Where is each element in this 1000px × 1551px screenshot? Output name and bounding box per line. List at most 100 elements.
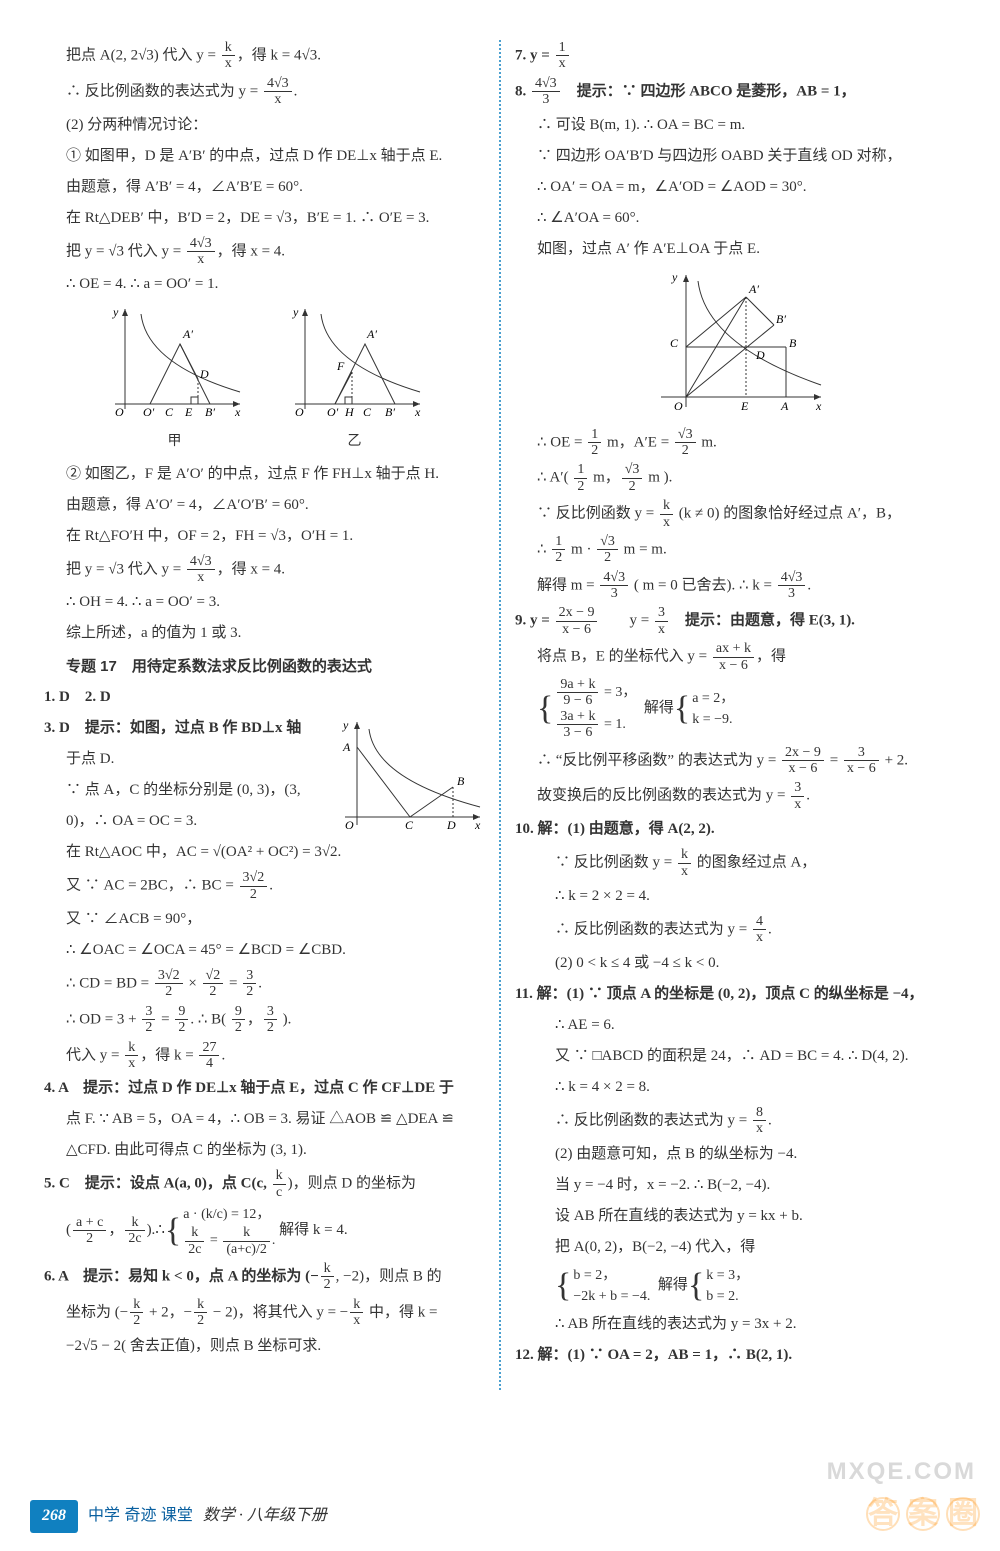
n: k: [130, 1297, 143, 1313]
text: (2) 0 < k ≤ 4 或 −4 ≤ k < 0.: [515, 950, 956, 977]
text: a = 2，: [692, 688, 734, 709]
text: 7. y =: [515, 47, 554, 63]
n: 3: [655, 605, 668, 621]
text: 综上所述，a 的值为 1 或 3.: [44, 620, 485, 647]
text: 提示：由题意，得 E(3, 1).: [670, 613, 855, 629]
text: m ·: [567, 541, 595, 557]
d: 2: [622, 479, 643, 494]
text: 解得 k = 4.: [279, 1217, 347, 1244]
text: −2√5 − 2( 舍去正值)，则点 B 坐标可求.: [44, 1333, 485, 1360]
n: 4√3: [778, 570, 806, 586]
figure-jia: A′ D O O′ C E B′ x y: [105, 304, 245, 419]
text: ∴ 反比例函数的表达式为 y =: [555, 1112, 751, 1128]
text: 解得: [644, 695, 674, 722]
text: =: [826, 752, 842, 768]
d: 2: [142, 1020, 155, 1035]
n: 8: [753, 1105, 766, 1121]
text: 如图，过点 A′ 作 A′E⊥OA 于点 E.: [515, 236, 956, 263]
svg-text:x: x: [414, 405, 421, 419]
text: 9. y =: [515, 613, 554, 629]
text: 故变换后的反比例函数的表达式为 y =: [537, 788, 789, 804]
svg-text:E: E: [740, 399, 749, 413]
left-column: 把点 A(2, 2√3) 代入 y = kx，得 k = 4√3. ∴ 反比例函…: [30, 40, 499, 1390]
d: 2: [203, 984, 224, 999]
svg-text:A′: A′: [182, 327, 193, 341]
svg-text:C: C: [165, 405, 174, 419]
n: k: [660, 498, 673, 514]
text: b = 2，: [573, 1265, 650, 1286]
svg-text:D: D: [199, 367, 209, 381]
n: 1: [574, 462, 587, 478]
text: b = 2.: [706, 1286, 749, 1307]
n: 27: [199, 1040, 219, 1056]
t: = 3，: [600, 685, 636, 700]
text: 10. 解：(1) 由题意，得 A(2, 2).: [515, 821, 715, 837]
text: (2) 由题意可知，点 B 的纵坐标为 −4.: [515, 1141, 956, 1168]
text: −2k + b = −4.: [573, 1286, 650, 1307]
svg-text:y: y: [292, 305, 299, 319]
text: ，得: [756, 649, 786, 665]
d: x − 6: [844, 761, 879, 776]
svg-text:D: D: [755, 348, 765, 362]
d: 2: [597, 550, 618, 565]
text: m = m.: [620, 541, 667, 557]
text: )，则点 D 的坐标为: [288, 1176, 416, 1192]
n: 3: [264, 1004, 277, 1020]
text: 12. 解：(1) ∵ OA = 2，AB = 1，∴ B(2, 1).: [515, 1347, 792, 1363]
svg-text:A′: A′: [366, 327, 377, 341]
d: 3: [600, 586, 628, 601]
svg-text:x: x: [474, 818, 481, 832]
d: 2c: [125, 1231, 144, 1246]
text: , −2)，则点 B 的: [336, 1268, 442, 1284]
text: + 2.: [881, 752, 908, 768]
text: ∴: [537, 541, 550, 557]
svg-text:y: y: [342, 718, 349, 732]
d: x: [678, 864, 691, 879]
n: 4: [753, 914, 766, 930]
svg-text:H: H: [344, 405, 355, 419]
n: 2x − 9: [556, 605, 598, 621]
text: 3. D 提示：如图，过点 B 作 BD⊥x 轴: [44, 720, 301, 736]
num: k: [222, 40, 235, 56]
svg-text:O: O: [115, 405, 124, 419]
svg-text:F: F: [336, 359, 345, 373]
text: k = 3，: [706, 1265, 749, 1286]
n: 3a + k: [557, 709, 598, 725]
figure-q3: A B O C D x y: [335, 717, 485, 837]
fig-label-yi: 乙: [285, 429, 425, 454]
text: ② 如图乙，F 是 A′O′ 的中点，过点 F 作 FH⊥x 轴于点 H.: [44, 461, 485, 488]
figure-yi: A′ F O O′ H C B′ x y: [285, 304, 425, 419]
svg-text:C: C: [405, 818, 414, 832]
text: ∴: [155, 1217, 165, 1244]
d: x − 6: [782, 761, 824, 776]
svg-text:E: E: [184, 405, 193, 419]
n: 4√3: [532, 76, 560, 92]
svg-text:y: y: [671, 270, 678, 284]
n: k: [678, 847, 691, 863]
text: ∴ “反比例平移函数” 的表达式为 y =: [537, 752, 780, 768]
text: 6. A 提示：易知 k < 0，点 A 的坐标为 (−: [44, 1268, 319, 1284]
d: 2: [574, 479, 587, 494]
text: + 2，−: [145, 1304, 192, 1320]
n: 3√2: [240, 870, 268, 886]
text: m，: [589, 470, 619, 486]
right-column: 7. y = 1x 8. 4√33 提示：∵ 四边形 ABCO 是菱形，AB =…: [501, 40, 970, 1390]
figure-row: A′ D O O′ C E B′ x y 甲: [44, 304, 485, 454]
text: 11. 解：(1) ∵ 顶点 A 的坐标是 (0, 2)，顶点 C 的纵坐标是 …: [515, 986, 924, 1002]
text: k = −9.: [692, 709, 734, 730]
text: 在 Rt△DEB′ 中，B′D = 2，DE = √3，B′E = 1. ∴ O…: [44, 205, 485, 232]
text: ∵ 反比例函数 y =: [537, 505, 658, 521]
text: 代入 y =: [66, 1047, 123, 1063]
text: 4. A 提示：过点 D 作 DE⊥x 轴于点 E，过点 C 作 CF⊥DE 于: [44, 1080, 454, 1096]
d: (a+c)/2: [223, 1242, 270, 1257]
svg-text:O: O: [295, 405, 304, 419]
d: 2: [243, 984, 256, 999]
n: k: [223, 1225, 270, 1241]
d: 2: [130, 1313, 143, 1328]
d: x: [556, 56, 569, 71]
d: 2: [264, 1020, 277, 1035]
d: x: [791, 797, 804, 812]
text: − 2)，将其代入 y = −: [209, 1304, 348, 1320]
text: ∵ 反比例函数 y =: [555, 854, 676, 870]
n: k: [321, 1261, 334, 1277]
